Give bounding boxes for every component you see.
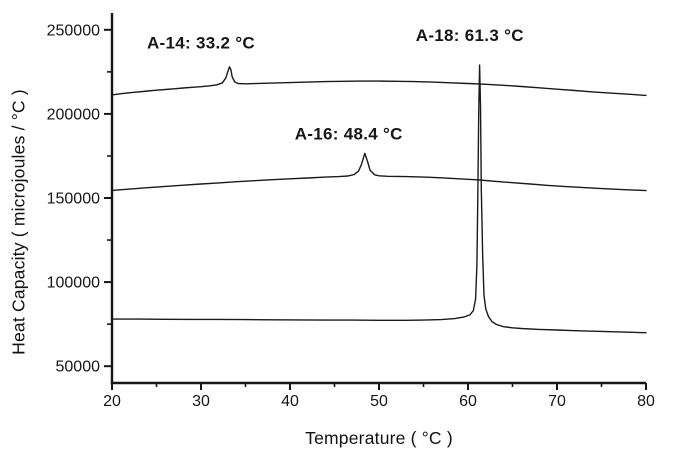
annotation-a-14: A-14: 33.2 °C xyxy=(147,33,255,52)
x-tick-label: 40 xyxy=(281,393,299,410)
series-curve-a-16 xyxy=(111,152,647,192)
x-tick-label: 50 xyxy=(370,393,388,410)
y-tick-label: 50000 xyxy=(56,359,101,376)
annotation-a-16: A-16: 48.4 °C xyxy=(295,124,403,143)
x-tick-label: 80 xyxy=(637,393,655,410)
x-axis-title: Temperature ( °C ) xyxy=(305,428,453,448)
x-tick-label: 20 xyxy=(103,393,121,410)
annotation-a-18: A-18: 61.3 °C xyxy=(416,26,524,45)
y-axis-title: Heat Capacity ( microjoules / °C ) xyxy=(8,89,29,355)
x-tick-label: 60 xyxy=(459,393,477,410)
series-curve-a-14 xyxy=(111,66,647,97)
y-tick-label: 200000 xyxy=(47,106,100,123)
y-tick-label: 250000 xyxy=(47,22,100,39)
x-tick-label: 30 xyxy=(192,393,210,410)
y-tick-label: 150000 xyxy=(47,191,100,208)
x-tick-label: 70 xyxy=(548,393,566,410)
y-tick-label: 100000 xyxy=(47,275,100,292)
series-curve-a-18 xyxy=(111,64,647,334)
